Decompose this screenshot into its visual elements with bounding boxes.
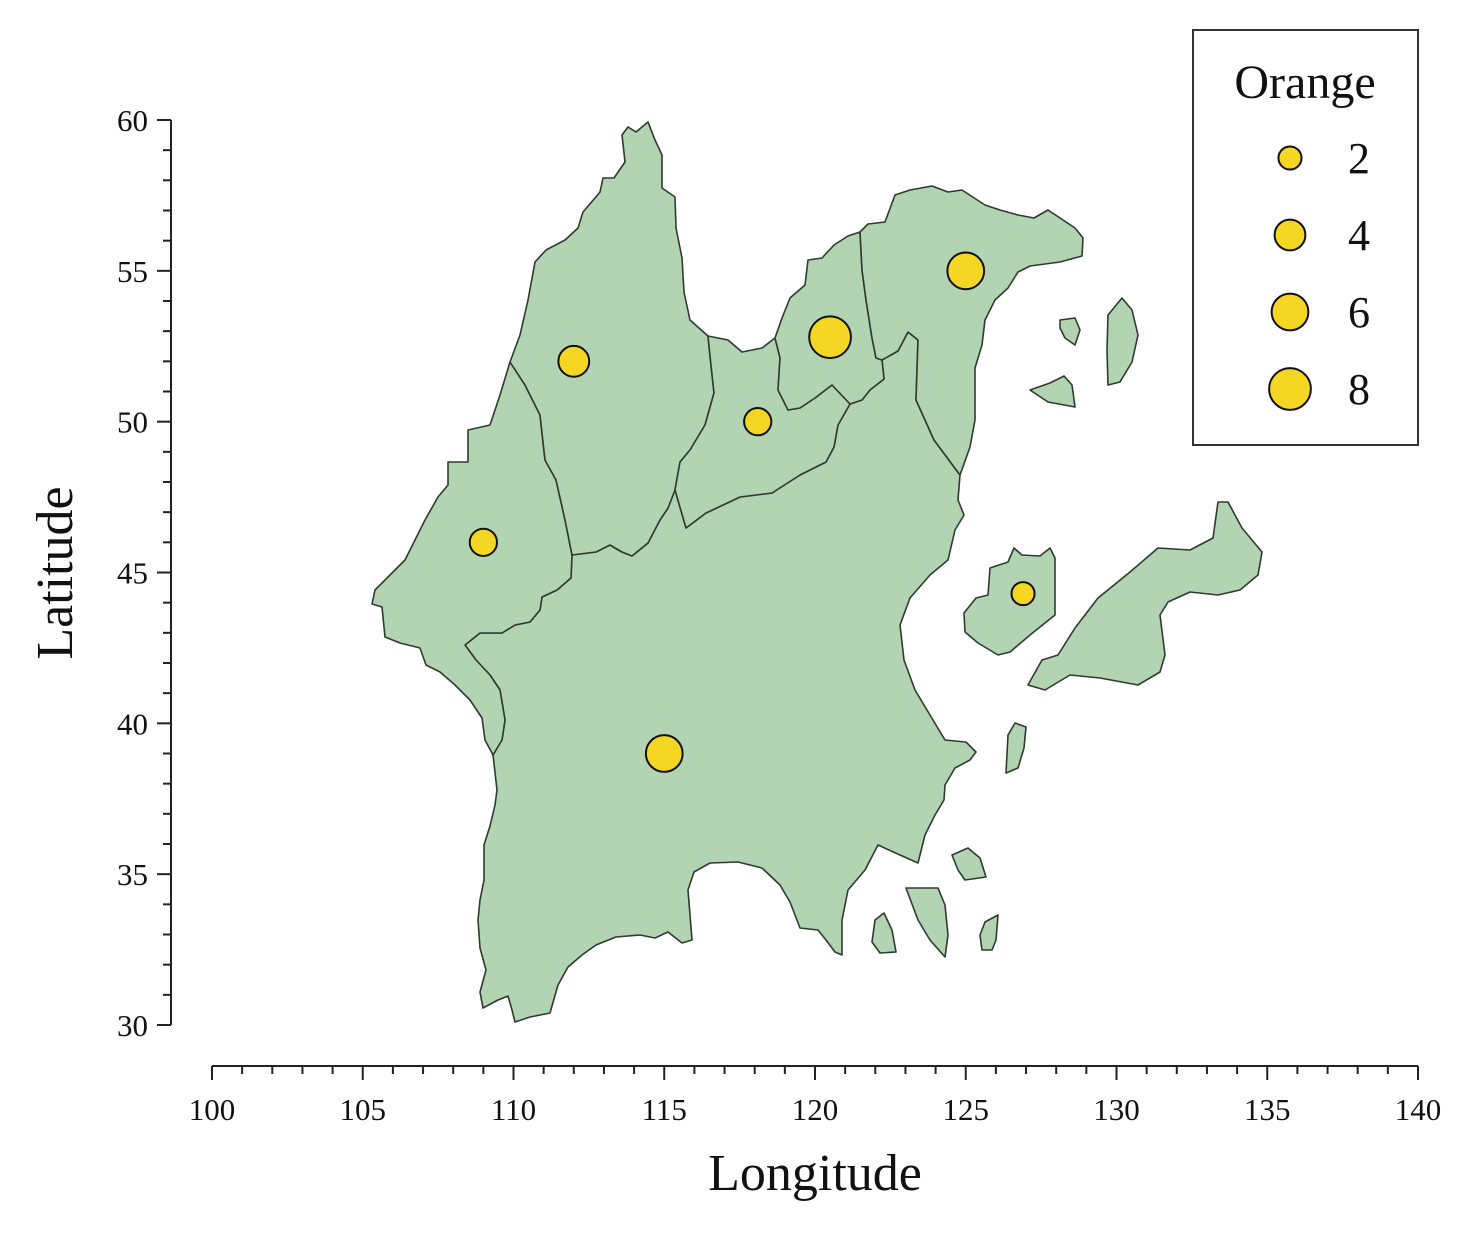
x-tick-label: 135 [1244, 1092, 1291, 1127]
island-6 [1005, 722, 1027, 774]
x-tick-label: 115 [642, 1092, 687, 1127]
x-tick-label: 140 [1395, 1092, 1442, 1127]
x-tick-label: 100 [189, 1092, 236, 1127]
y-tick-label: 55 [117, 254, 148, 289]
island-9 [871, 912, 897, 954]
x-axis-title: Longitude [708, 1145, 922, 1202]
island-4 [963, 547, 1056, 656]
land-regions [371, 121, 1263, 1023]
legend-marker [1270, 292, 1310, 332]
island-2 [1106, 297, 1139, 386]
data-bubble [557, 344, 591, 378]
legend: Orange 2 4 6 8 [1192, 29, 1419, 446]
region-northeast [859, 185, 1084, 476]
data-bubble [946, 251, 986, 291]
legend-marker [1268, 367, 1312, 411]
y-axis: 30 35 40 45 50 55 60 [117, 103, 172, 1043]
x-axis: 100 105 110 115 120 125 130 135 140 [189, 1065, 1442, 1127]
island-7 [951, 847, 987, 881]
island-3 [1029, 375, 1076, 408]
y-tick-label: 45 [117, 556, 148, 591]
legend-title: Orange [1234, 56, 1375, 109]
legend-marker [1273, 218, 1307, 252]
legend-label: 6 [1348, 288, 1370, 337]
y-tick-label: 40 [117, 706, 148, 741]
legend-marker [1277, 145, 1303, 171]
legend-items: 2 4 6 8 [1268, 134, 1370, 414]
island-5 [1027, 501, 1263, 691]
x-tick-label: 120 [792, 1092, 839, 1127]
legend-label: 2 [1348, 134, 1370, 183]
y-tick-label: 30 [117, 1008, 148, 1043]
y-tick-label: 60 [117, 103, 148, 138]
y-tick-label: 50 [117, 405, 148, 440]
island-1 [1059, 317, 1081, 346]
region-west [371, 361, 573, 756]
legend-label: 4 [1348, 211, 1370, 260]
region-northwest [509, 121, 715, 557]
data-bubble [644, 734, 684, 773]
data-bubble [743, 407, 773, 437]
x-tick-label: 130 [1093, 1092, 1140, 1127]
legend-label: 8 [1348, 365, 1370, 414]
island-8 [905, 887, 949, 958]
bubble-layer [468, 251, 1036, 773]
x-tick-label: 125 [943, 1092, 990, 1127]
x-tick-label: 110 [491, 1092, 536, 1127]
x-tick-label: 105 [340, 1092, 387, 1127]
data-bubble [1010, 581, 1036, 607]
y-axis-title: Latitude [27, 486, 84, 659]
island-10 [979, 914, 999, 951]
data-bubble [468, 527, 498, 557]
data-bubble [808, 315, 852, 360]
y-tick-label: 35 [117, 857, 148, 892]
